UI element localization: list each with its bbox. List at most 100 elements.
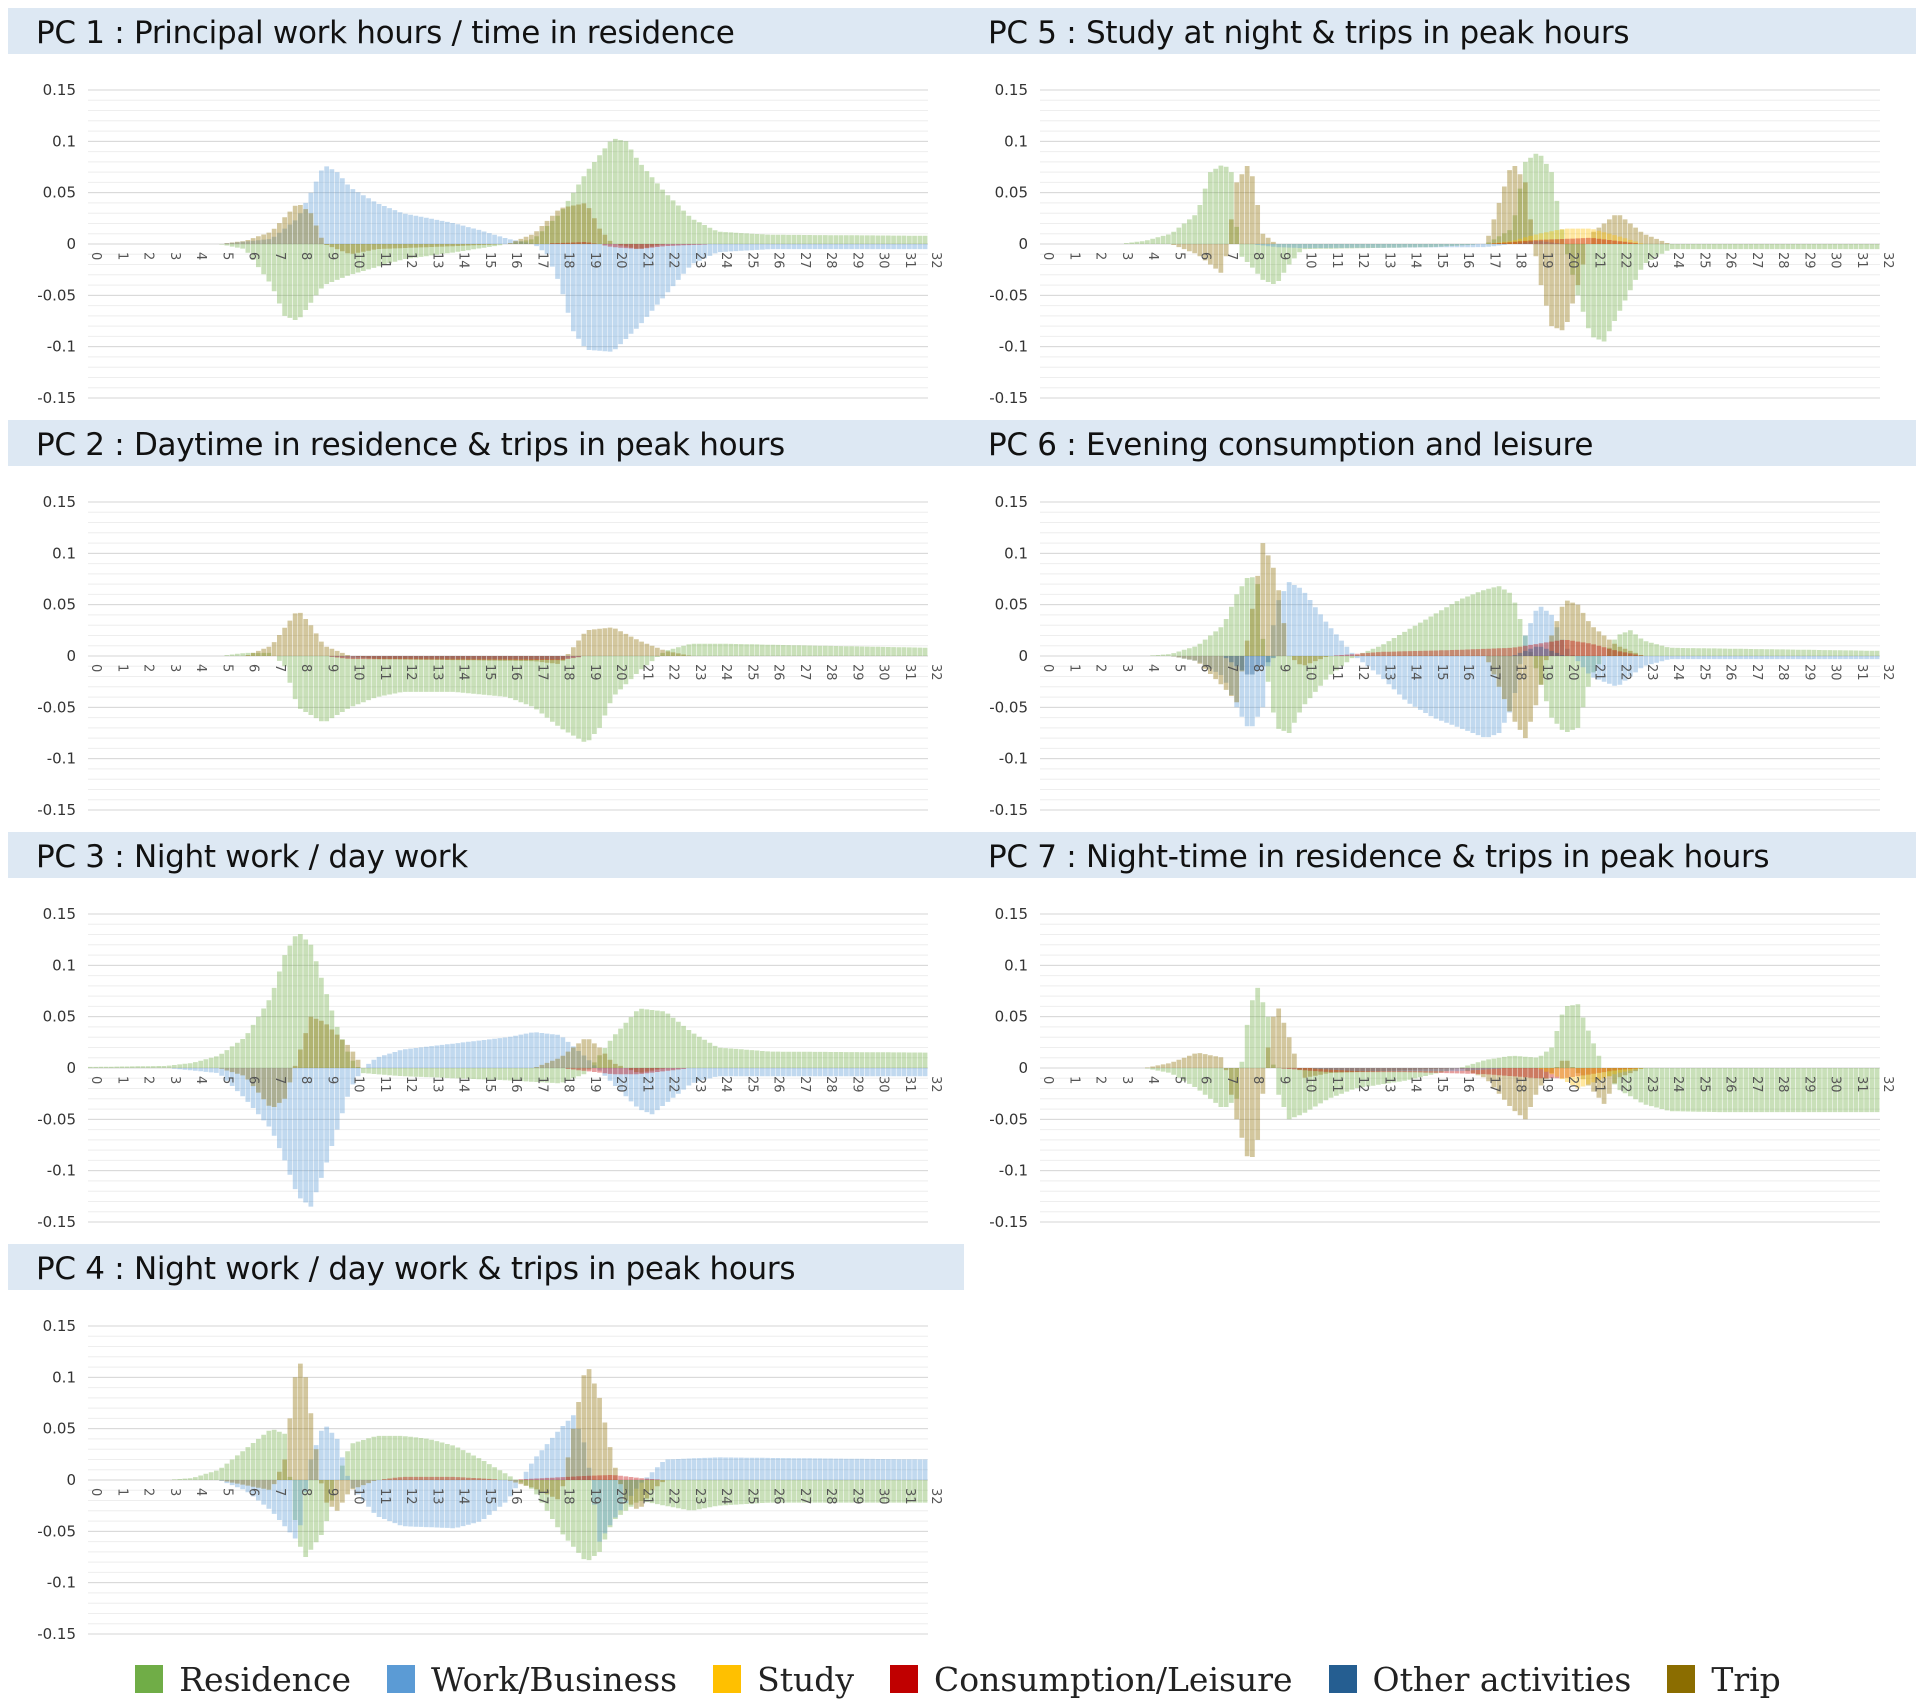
x-tick-label: 18 <box>1513 252 1528 269</box>
y-tick-label: 0.15 <box>43 1317 76 1335</box>
x-tick-label: 0 <box>88 252 103 260</box>
y-tick-label: -0.1 <box>999 1162 1028 1180</box>
x-tick-label: 18 <box>561 252 576 269</box>
chart-panel: PC 2 : Daytime in residence & trips in p… <box>8 420 964 824</box>
x-tick-label: 16 <box>508 252 523 269</box>
x-tick-label: 9 <box>324 252 339 260</box>
x-tick-label: 23 <box>692 252 707 269</box>
x-tick-label: 10 <box>351 1488 366 1505</box>
x-tick-label: 14 <box>1408 1076 1423 1093</box>
x-tick-label: 19 <box>587 1488 602 1505</box>
x-tick-label: 11 <box>377 664 392 681</box>
series-work-business <box>172 1032 928 1207</box>
x-tick-label: 9 <box>324 1488 339 1496</box>
x-tick-label: 28 <box>823 1076 838 1093</box>
x-tick-label: 15 <box>482 1076 497 1093</box>
y-tick-label: -0.1 <box>47 1162 76 1180</box>
x-tick-label: 6 <box>246 664 261 672</box>
y-tick-label: 0.05 <box>43 1420 76 1438</box>
x-tick-label: 24 <box>718 1488 733 1505</box>
y-tick-label: -0.15 <box>989 801 1028 819</box>
y-tick-label: -0.1 <box>47 338 76 356</box>
y-tick-label: 0.15 <box>995 81 1028 99</box>
x-tick-label: 0 <box>1040 1076 1055 1084</box>
x-tick-label: 22 <box>1618 664 1633 681</box>
x-tick-label: 11 <box>377 1076 392 1093</box>
x-tick-label: 25 <box>744 252 759 269</box>
x-tick-label: 26 <box>1723 664 1738 681</box>
y-tick-label: 0.05 <box>995 596 1028 614</box>
x-tick-label: 2 <box>141 252 156 260</box>
x-tick-label: 29 <box>1801 664 1816 681</box>
x-tick-label: 13 <box>1381 1076 1396 1093</box>
x-tick-label: 10 <box>1303 664 1318 681</box>
x-tick-label: 24 <box>1670 664 1685 681</box>
series-area <box>224 203 665 254</box>
x-tick-label: 6 <box>246 252 261 260</box>
x-tick-label: 23 <box>1644 1076 1659 1093</box>
legend-item: Consumption/Leisure <box>889 1660 1293 1699</box>
x-tick-label: 12 <box>1355 252 1370 269</box>
x-tick-label: 28 <box>1775 664 1790 681</box>
x-tick-label: 14 <box>456 1076 471 1093</box>
x-tick-label: 26 <box>771 1076 786 1093</box>
x-tick-label: 12 <box>403 252 418 269</box>
series-consumption-leisure <box>1491 237 1638 244</box>
chart-title: PC 5 : Study at night & trips in peak ho… <box>988 15 1630 51</box>
legend-label: Work/Business <box>431 1659 678 1699</box>
x-tick-label: 24 <box>718 1076 733 1093</box>
y-tick-label: -0.1 <box>999 338 1028 356</box>
series-area <box>1124 153 1880 342</box>
x-tick-label: 3 <box>167 252 182 260</box>
y-tick-label: 0.05 <box>995 184 1028 202</box>
x-tick-label: 9 <box>1276 664 1291 672</box>
y-tick-label: -0.05 <box>37 286 76 304</box>
y-tick-label: 0.05 <box>43 596 76 614</box>
x-tick-label: 21 <box>639 664 654 681</box>
x-tick-label: 17 <box>1486 252 1501 269</box>
x-tick-label: 0 <box>88 664 103 672</box>
x-tick-label: 8 <box>1250 252 1265 260</box>
x-tick-label: 7 <box>1224 664 1239 672</box>
x-tick-label: 13 <box>1381 664 1396 681</box>
legend-swatch <box>387 1665 415 1693</box>
x-tick-label: 11 <box>377 1488 392 1505</box>
panel-header: PC 2 : Daytime in residence & trips in p… <box>8 420 964 466</box>
panel-header: PC 5 : Study at night & trips in peak ho… <box>960 8 1916 54</box>
series-trip <box>224 203 665 254</box>
x-tick-label: 22 <box>1618 1076 1633 1093</box>
y-tick-label: 0.1 <box>52 956 76 974</box>
series-trip <box>219 1016 665 1107</box>
legend-item: Trip <box>1667 1660 1781 1699</box>
x-tick-label: 32 <box>1880 1076 1895 1093</box>
panel-header: PC 6 : Evening consumption and leisure <box>960 420 1916 466</box>
series-area <box>1171 166 1670 331</box>
x-tick-label: 20 <box>613 1488 628 1505</box>
x-tick-label: 14 <box>456 664 471 681</box>
x-tick-label: 28 <box>823 1488 838 1505</box>
y-tick-label: 0.1 <box>1004 132 1028 150</box>
legend: Residence Work/Business Study Consumption/L… <box>0 1654 1916 1704</box>
x-tick-label: 30 <box>876 1488 891 1505</box>
chart-title: PC 1 : Principal work hours / time in re… <box>36 15 735 51</box>
y-tick-label: 0 <box>1018 235 1028 253</box>
legend-swatch <box>713 1665 742 1693</box>
x-tick-label: 27 <box>797 664 812 681</box>
x-tick-label: 25 <box>1696 1076 1711 1093</box>
x-tick-label: 14 <box>456 1488 471 1505</box>
series-area <box>1150 577 1880 733</box>
y-tick-label: -0.05 <box>989 1110 1028 1128</box>
y-tick-label: 0 <box>66 1471 76 1489</box>
x-tick-label: 5 <box>1171 1076 1186 1084</box>
legend-item: Study <box>713 1660 854 1699</box>
x-tick-label: 23 <box>692 1076 707 1093</box>
x-tick-label: 17 <box>1486 664 1501 681</box>
y-tick-label: -0.05 <box>989 698 1028 716</box>
x-tick-label: 21 <box>1591 1076 1606 1093</box>
x-tick-label: 13 <box>1381 252 1396 269</box>
series-area <box>219 1016 665 1107</box>
x-tick-label: 0 <box>1040 664 1055 672</box>
legend-item: Work/Business <box>387 1660 677 1699</box>
x-tick-label: 26 <box>771 1488 786 1505</box>
x-tick-label: 8 <box>298 1076 313 1084</box>
